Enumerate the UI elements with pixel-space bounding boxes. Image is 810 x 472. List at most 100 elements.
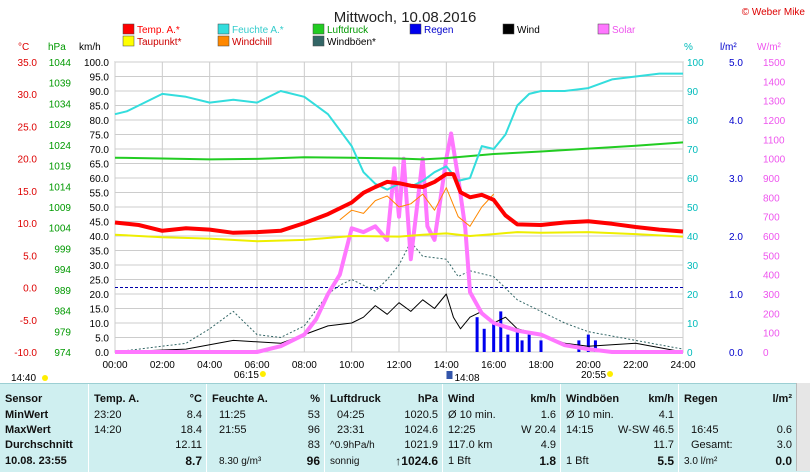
legend-label: Windböen*	[327, 37, 376, 48]
series-line-luftdruck	[114, 141, 684, 161]
pressure-tick-label: 1004	[49, 224, 72, 235]
humidity-tick-label: 80	[687, 116, 699, 127]
wind-run-distance: 117.0 km	[448, 439, 493, 451]
humidity-tick-label: 60	[687, 174, 699, 185]
weather-chart: Mittwoch, 10.08.2016 © Weber Mike Temp. …	[11, 7, 806, 384]
temp-max-time: 14:20	[94, 424, 122, 436]
rain-max-value: 0.6	[776, 424, 792, 436]
rain-bar	[475, 317, 479, 352]
temp-tick-label: -5.0	[20, 316, 38, 327]
temp-header: Temp. A.	[94, 393, 140, 405]
vertical-scrollbar[interactable]	[796, 383, 810, 471]
rain-tick-label: 4.0	[729, 116, 743, 127]
humidity-tick-label: 90	[687, 87, 699, 98]
data-series	[114, 72, 684, 354]
sunrise-label: 06:15	[234, 370, 259, 381]
pressure-forecast: sonnig	[330, 456, 360, 467]
wind-tick-label: 75.0	[90, 131, 110, 142]
rain-bar	[539, 340, 543, 352]
rain-header: Regen	[684, 393, 718, 405]
rain-bar	[586, 334, 590, 352]
rain-current-label: 3.0 l/m²	[684, 456, 718, 467]
humidity-min-time: 11:25	[219, 409, 246, 421]
pressure-tick-label: 999	[54, 244, 71, 255]
pressure-tick-label: 1044	[49, 58, 72, 69]
x-tick-label: 02:00	[150, 360, 175, 371]
rain-bar	[499, 311, 503, 352]
wind-tick-label: 35.0	[90, 247, 110, 258]
pressure-header: Luftdruck	[330, 393, 381, 405]
wind-max-time: 12:25	[448, 424, 476, 436]
temp-avg-value: 12.11	[175, 439, 202, 451]
chart-title: Mittwoch, 10.08.2016	[334, 9, 477, 26]
rain-total-value: 3.0	[776, 439, 792, 451]
humidity-tick-label: 10	[687, 319, 699, 330]
pressure-max-value: 1024.6	[404, 424, 438, 436]
wind-tick-label: 80.0	[90, 116, 110, 127]
legend-label: Wind	[517, 25, 540, 36]
temp-tick-label: 5.0	[23, 251, 37, 262]
gusts-header: Windböen	[566, 393, 620, 405]
pressure-tick-label: 1034	[49, 99, 72, 110]
gusts-header-unit: km/h	[648, 393, 674, 405]
humidity-header-unit: %	[310, 393, 320, 405]
humidity-tick-label: 30	[687, 261, 699, 272]
rain-bar	[527, 334, 531, 352]
legend-swatch	[122, 35, 135, 47]
x-tick-label: 16:00	[481, 360, 506, 371]
series-line-windchill	[339, 187, 495, 227]
wind-beaufort: 1 Bft	[448, 455, 471, 467]
pressure-min-time: 04:25	[337, 409, 365, 421]
rain-column: Regen l/m² 16:45 0.6 Gesamt: 3.0 3.0 l/m² 0.…	[678, 384, 797, 472]
series-line-feuchte-a	[114, 72, 683, 191]
wind-tick-label: 0.0	[95, 348, 109, 359]
pressure-tick-label: 1029	[49, 120, 72, 131]
pressure-tick-label: 1009	[49, 203, 72, 214]
humidity-max-time: 21:55	[219, 424, 247, 436]
solar-tick-label: 0	[763, 348, 769, 359]
wind-max-value: W 20.4	[521, 424, 556, 436]
moonrise-label: 14:08	[454, 373, 479, 384]
wind-header-unit: km/h	[530, 393, 556, 405]
wind-tick-label: 25.0	[90, 276, 110, 287]
wind-tick-label: 10.0	[90, 319, 110, 330]
wind-tick-label: 20.0	[90, 290, 110, 301]
humidity-min-value: 53	[307, 409, 320, 421]
solar-tick-label: 1200	[763, 116, 786, 127]
pressure-tick-label: 994	[54, 265, 71, 276]
gusts-avg-value: 11.7	[653, 439, 674, 451]
wind-avg10-value: 1.6	[540, 409, 556, 421]
wind-tick-label: 5.0	[95, 334, 109, 345]
x-axis: 00:00 02:00 04:00 06:00 08:00 10:00 12:00 14:00…	[102, 360, 695, 371]
solar-tick-label: 900	[763, 174, 780, 185]
series-line-windb-en	[114, 241, 684, 353]
x-tick-label: 10:00	[339, 360, 364, 371]
solar-tick-label: 1000	[763, 155, 786, 166]
temp-current-value: 8.7	[185, 454, 202, 468]
humidity-tick-label: 20	[687, 290, 699, 301]
temp-tick-label: 0.0	[23, 284, 37, 295]
legend-swatch	[409, 23, 422, 35]
legend-swatch	[312, 35, 325, 47]
rain-bar	[492, 323, 496, 352]
wind-tick-label: 85.0	[90, 102, 110, 113]
temp-tick-label: 10.0	[18, 219, 38, 230]
wind-column: Wind km/h Ø 10 min. 1.6 12:25 W 20.4 117.0 …	[442, 384, 561, 472]
chart-legend: Temp. A.* Feuchte A.* Luftdruck Regen Wind So…	[122, 23, 636, 48]
temp-tick-label: 20.0	[18, 155, 38, 166]
temp-tick-label: 25.0	[18, 122, 38, 133]
wind-tick-label: 65.0	[90, 160, 110, 171]
rain-bar	[515, 328, 519, 352]
wind-avg10-label: Ø 10 min.	[448, 409, 496, 421]
series-line-taupunkt	[114, 231, 684, 243]
pressure-tick-label: 1039	[49, 79, 72, 90]
solar-tick-label: 800	[763, 193, 780, 204]
gusts-max-value: W-SW 46.5	[617, 424, 674, 436]
rain-tick-label: 1.0	[729, 290, 743, 301]
legend-label: Solar	[612, 25, 636, 36]
temp-max-value: 18.4	[180, 424, 202, 436]
solar-tick-label: 1100	[763, 135, 785, 146]
wind-run-value: 4.9	[540, 439, 556, 451]
solar-tick-label: 400	[763, 271, 780, 282]
pressure-tick-label: 1024	[49, 141, 72, 152]
